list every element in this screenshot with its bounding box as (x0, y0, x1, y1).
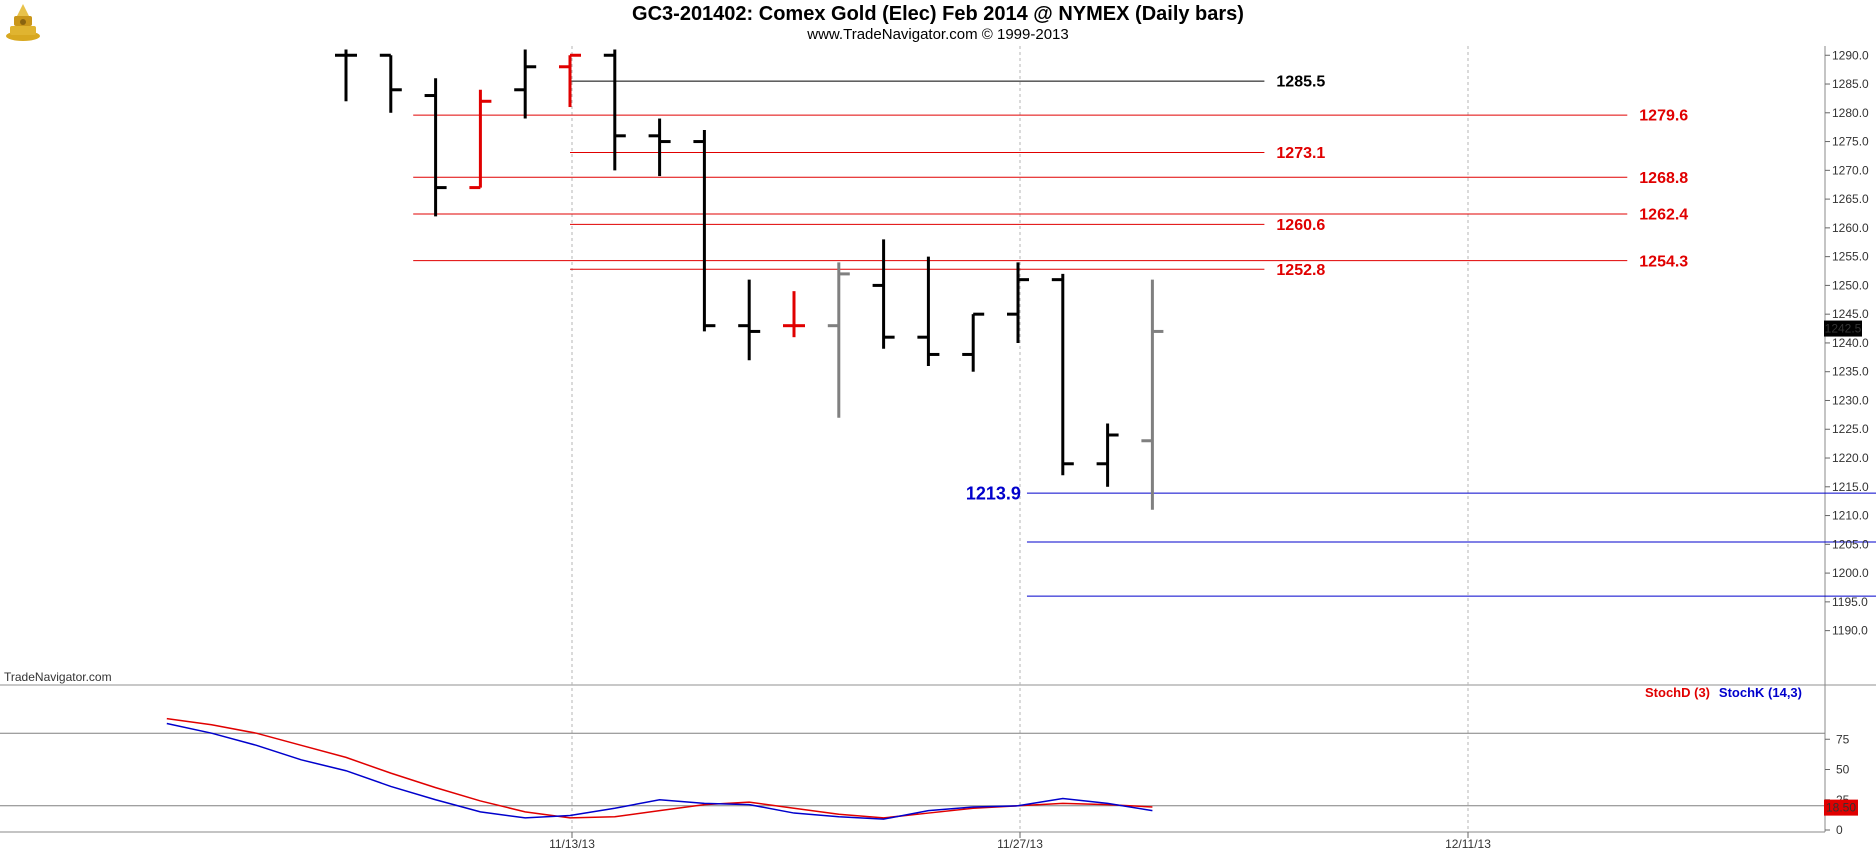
level-label: 1268.8 (1639, 170, 1688, 187)
date-tick-label: 11/13/13 (549, 837, 595, 851)
ohlc-bar (335, 49, 357, 102)
stochastic-tick-label: 0 (1836, 823, 1843, 837)
ohlc-bar (783, 291, 805, 338)
price-tick-label: 1285.0 (1832, 77, 1869, 91)
ohlc-bar (693, 130, 716, 332)
ohlc-bar (872, 239, 895, 349)
level-label: 1254.3 (1639, 253, 1688, 270)
level-label: 1285.5 (1276, 74, 1325, 91)
ohlc-bar (559, 53, 581, 108)
legend-stochd: StochD (3) (1645, 685, 1710, 700)
chart-subtitle: www.TradeNavigator.com © 1999-2013 (807, 26, 1069, 43)
price-tick-label: 1290.0 (1832, 48, 1869, 62)
ohlc-bar (469, 89, 492, 190)
price-tick-label: 1230.0 (1832, 393, 1869, 407)
trade-navigator-logo-icon (6, 4, 40, 41)
chart-header: GC3-201402: Comex Gold (Elec) Feb 2014 @… (0, 0, 1876, 46)
vertical-gridlines (571, 46, 1469, 832)
price-tick-label: 1235.0 (1832, 365, 1869, 379)
price-tick-label: 1250.0 (1832, 278, 1869, 292)
ohlc-bar (603, 49, 626, 171)
level-label: 1252.8 (1276, 262, 1325, 279)
price-tick-label: 1215.0 (1832, 480, 1869, 494)
price-tick-label: 1260.0 (1832, 221, 1869, 235)
level-label: 1213.9 (966, 483, 1021, 503)
price-axis: 1290.0 1285.0 1280.0 1275.0 1270.0 1265.0 1260… (1824, 48, 1869, 638)
stochastic-series-line (166, 717, 1153, 819)
price-tick-label: 1200.0 (1832, 566, 1869, 580)
ohlc-bar (827, 262, 850, 418)
ohlc-bar (424, 78, 447, 217)
stochastic-last-value-marker (1824, 799, 1858, 816)
last-price-marker (1824, 320, 1862, 337)
price-tick-label: 1265.0 (1832, 192, 1869, 206)
ohlc-bar (738, 279, 761, 361)
last-price-label: 1242.5 (1825, 322, 1862, 336)
ohlc-bar (379, 53, 402, 113)
price-tick-label: 1240.0 (1832, 336, 1869, 350)
stochastic-pane-background (0, 688, 1825, 832)
level-label: 1273.1 (1276, 145, 1325, 162)
price-tick-label: 1225.0 (1832, 422, 1869, 436)
stochastic-tick-label: 75 (1836, 732, 1850, 746)
ohlc-bar (917, 256, 940, 366)
price-tick-label: 1245.0 (1832, 307, 1869, 321)
date-axis: 11/13/13 11/27/13 12/11/13 (549, 832, 1491, 851)
price-tick-label: 1255.0 (1832, 250, 1869, 264)
stochastic-series-line (166, 722, 1153, 820)
legend-stochk: StochK (14,3) (1719, 685, 1802, 700)
stochastic-last-value-label: 18.50 (1826, 801, 1856, 815)
level-label: 1262.4 (1639, 207, 1688, 224)
price-tick-label: 1190.0 (1832, 624, 1868, 638)
ohlc-bar (962, 312, 985, 372)
price-tick-label: 1275.0 (1832, 135, 1869, 149)
ohlc-bar (1141, 279, 1164, 510)
chart-title: GC3-201402: Comex Gold (Elec) Feb 2014 @… (632, 3, 1244, 25)
level-label: 1279.6 (1639, 108, 1688, 125)
date-tick-label: 11/27/13 (997, 837, 1043, 851)
ohlc-bars (335, 49, 1164, 510)
ohlc-bar (1051, 273, 1074, 476)
price-tick-label: 1210.0 (1832, 509, 1869, 523)
price-tick-label: 1205.0 (1832, 537, 1869, 551)
price-pane-background (0, 46, 1825, 684)
price-tick-label: 1220.0 (1832, 451, 1869, 465)
date-tick-label: 12/11/13 (1445, 837, 1491, 851)
watermark-text: TradeNavigator.com (4, 670, 112, 684)
level-label: 1260.6 (1276, 217, 1325, 234)
price-tick-label: 1195.0 (1832, 595, 1868, 609)
ohlc-bar (1007, 262, 1029, 343)
ohlc-bar (514, 49, 537, 119)
price-tick-label: 1280.0 (1832, 106, 1869, 120)
price-tick-label: 1270.0 (1832, 163, 1869, 177)
ohlc-bar (648, 118, 671, 177)
stochastic-tick-label: 50 (1836, 763, 1850, 777)
ohlc-bar (1096, 423, 1119, 487)
